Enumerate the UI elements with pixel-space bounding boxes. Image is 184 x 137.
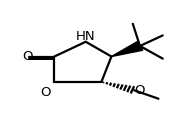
Text: O: O (135, 84, 145, 97)
Polygon shape (111, 42, 143, 57)
Text: HN: HN (76, 30, 95, 43)
Text: O: O (40, 86, 51, 99)
Text: O: O (23, 50, 33, 63)
